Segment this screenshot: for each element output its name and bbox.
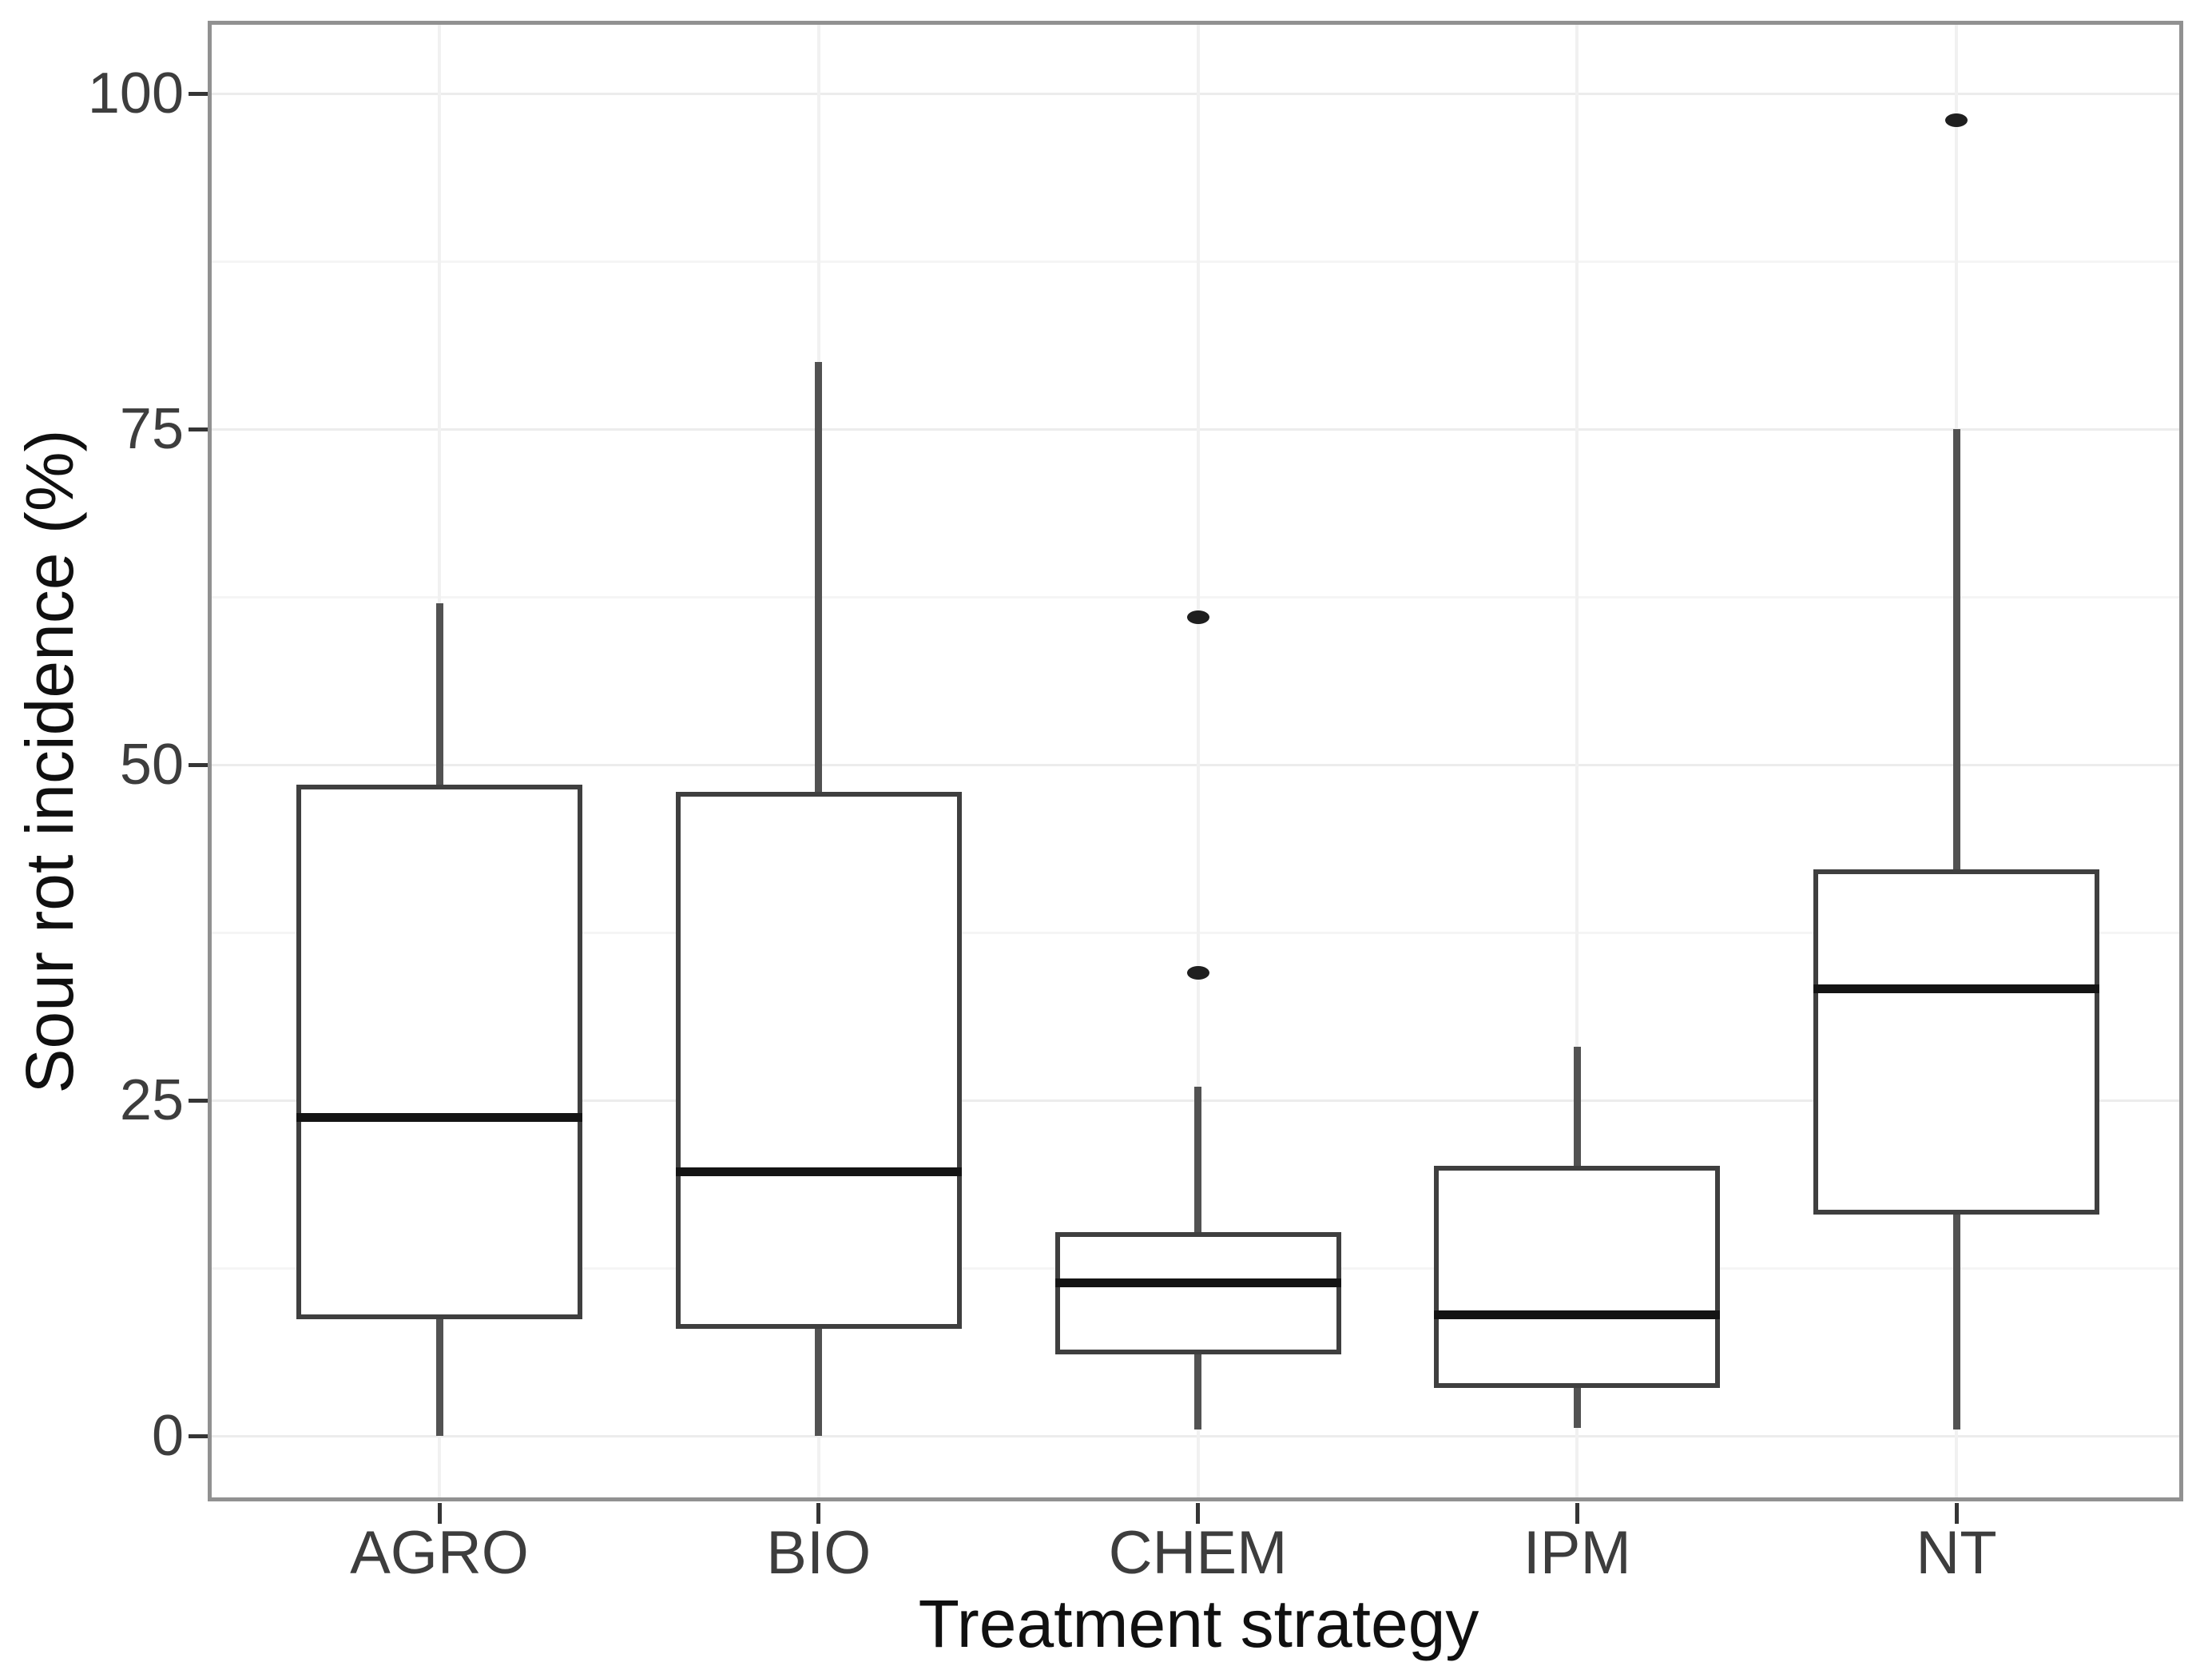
y-tick-25 <box>189 1098 208 1103</box>
box-AGRO <box>296 785 582 1319</box>
vertical-gridline <box>1575 21 1579 1501</box>
x-category-label-NT: NT <box>1916 1519 1997 1587</box>
x-axis-title: Treatment strategy <box>918 1586 1479 1661</box>
lower-whisker-IPM <box>1573 1387 1581 1428</box>
x-tick-AGRO <box>437 1503 442 1524</box>
x-category-label-BIO: BIO <box>766 1519 872 1587</box>
lower-whisker-BIO <box>815 1328 823 1436</box>
vertical-gridline <box>1196 21 1200 1501</box>
median-BIO <box>675 1167 962 1176</box>
upper-whisker-NT <box>1952 429 1960 870</box>
minor-gridline <box>208 260 2183 263</box>
lower-whisker-AGRO <box>435 1318 443 1436</box>
y-tick-0 <box>189 1433 208 1438</box>
y-tick-label-0: 0 <box>151 1404 184 1468</box>
x-category-label-AGRO: AGRO <box>350 1519 529 1587</box>
major-gridline <box>208 1434 2183 1437</box>
minor-gridline <box>208 931 2183 934</box>
outlier-NT-0 <box>1945 113 1968 128</box>
y-tick-75 <box>189 427 208 431</box>
box-CHEM <box>1054 1231 1341 1354</box>
upper-whisker-CHEM <box>1194 1087 1201 1232</box>
median-NT <box>1813 984 2099 994</box>
lower-whisker-CHEM <box>1194 1354 1201 1429</box>
major-gridline <box>208 92 2183 95</box>
x-tick-BIO <box>816 1503 821 1524</box>
y-tick-label-75: 75 <box>119 397 184 461</box>
y-axis-title: Sour rot incidence (%) <box>12 428 87 1094</box>
y-tick-50 <box>189 762 208 767</box>
y-tick-100 <box>189 91 208 96</box>
minor-gridline <box>208 595 2183 598</box>
upper-whisker-BIO <box>815 362 823 792</box>
median-IPM <box>1434 1310 1721 1320</box>
x-tick-IPM <box>1575 1503 1579 1524</box>
major-gridline <box>208 427 2183 431</box>
y-tick-label-100: 100 <box>87 62 184 125</box>
x-tick-CHEM <box>1196 1503 1200 1524</box>
x-category-label-IPM: IPM <box>1523 1519 1631 1587</box>
outlier-CHEM-1 <box>1186 965 1209 980</box>
plot-panel <box>208 21 2183 1501</box>
box-IPM <box>1434 1166 1721 1388</box>
box-NT <box>1813 869 2099 1215</box>
lower-whisker-NT <box>1952 1214 1960 1429</box>
upper-whisker-AGRO <box>435 603 443 785</box>
x-tick-NT <box>1954 1503 1959 1524</box>
upper-whisker-IPM <box>1573 1046 1581 1167</box>
y-tick-label-25: 25 <box>119 1068 184 1132</box>
box-BIO <box>675 791 962 1329</box>
x-category-label-CHEM: CHEM <box>1108 1519 1288 1587</box>
median-CHEM <box>1054 1278 1341 1287</box>
major-gridline <box>208 763 2183 766</box>
y-tick-label-50: 50 <box>119 733 184 797</box>
median-AGRO <box>296 1113 582 1123</box>
outlier-CHEM-0 <box>1186 610 1209 624</box>
